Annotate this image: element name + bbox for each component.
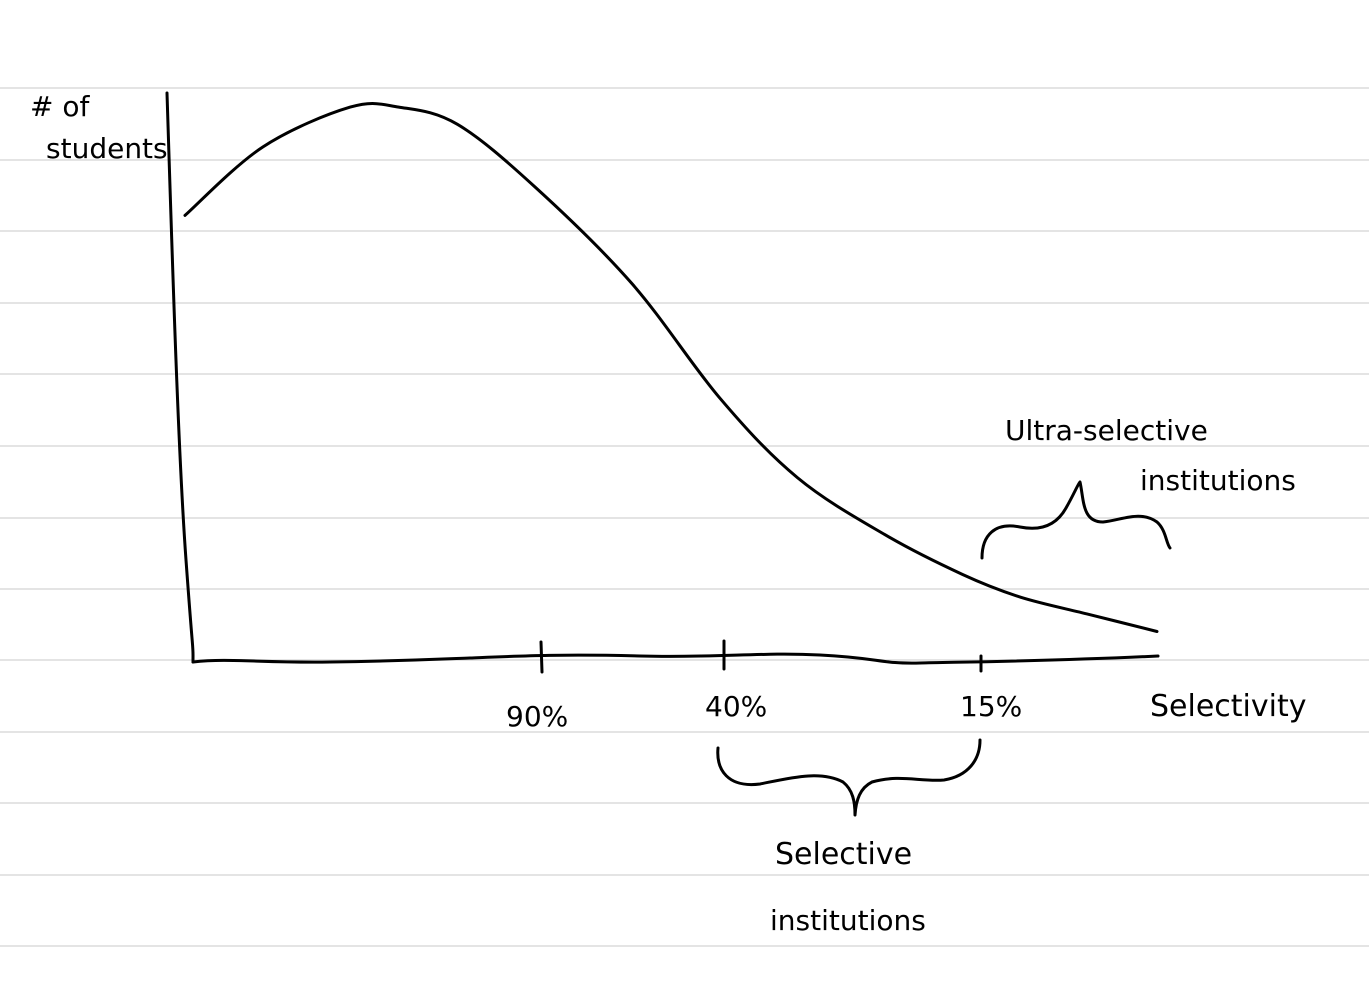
x-tick-label-40: 40% xyxy=(705,690,767,723)
y-axis-label-line1: # of xyxy=(30,90,90,123)
selective-label-line1: Selective xyxy=(775,837,912,872)
ultra-selective-label-line1: Ultra-selective xyxy=(1005,414,1208,447)
y-axis xyxy=(165,91,195,664)
series-curve xyxy=(183,101,1159,633)
y-axis-label-line2: students xyxy=(46,132,168,165)
selective-label-line2: institutions xyxy=(770,904,926,937)
selective-brace xyxy=(716,738,982,817)
x-tick-90 xyxy=(539,640,544,674)
x-axis xyxy=(191,652,1160,665)
ruled-lines xyxy=(0,87,1369,947)
x-tick-label-90: 90% xyxy=(506,700,568,733)
x-tick-label-15: 15% xyxy=(960,690,1022,723)
ultra-selective-label-line2: institutions xyxy=(1140,464,1296,497)
x-axis-label: Selectivity xyxy=(1150,689,1307,724)
ultra-selective-brace xyxy=(980,480,1172,560)
